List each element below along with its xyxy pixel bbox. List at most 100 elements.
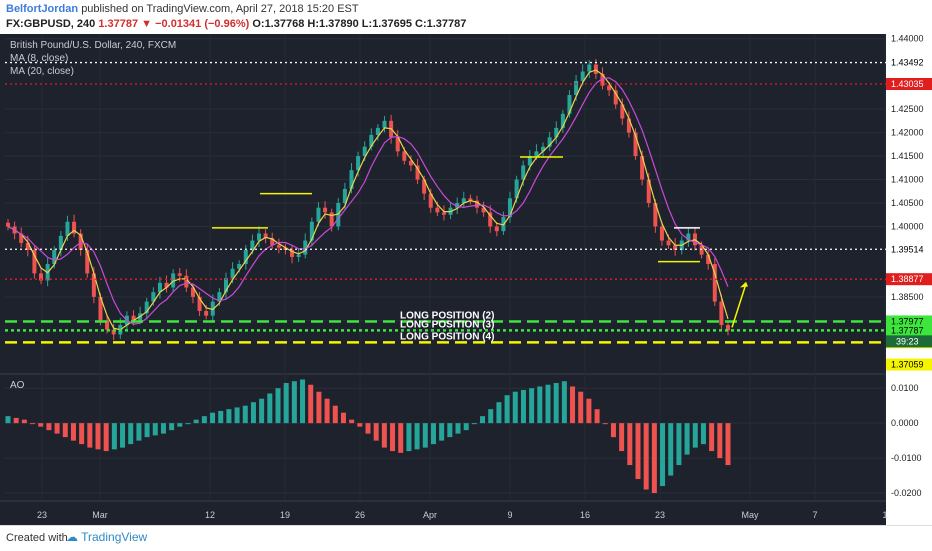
candle-body: [329, 212, 334, 227]
level-price-label: 1.37977: [891, 316, 924, 326]
ao-bar: [439, 423, 445, 441]
candle-body: [184, 275, 189, 288]
candle-body: [164, 282, 169, 288]
ma8-line: [7, 69, 729, 331]
down-arrow-icon: ▼: [141, 18, 153, 30]
ao-bar: [717, 423, 723, 459]
x-tick-label: 9: [507, 510, 512, 520]
ao-bar: [406, 423, 412, 452]
ao-bar: [259, 398, 265, 424]
candle-body: [316, 207, 321, 222]
candle-body: [349, 170, 354, 189]
level-price-tag: [886, 77, 932, 90]
ao-bar: [193, 419, 199, 424]
candle-body: [712, 264, 717, 302]
ao-bar: [87, 423, 93, 448]
tradingview-logo[interactable]: ☁ TradingView: [66, 530, 148, 544]
projection-arrowhead: [740, 281, 748, 288]
countdown-label: 39:23: [896, 336, 919, 346]
candle-body: [435, 207, 440, 213]
ao-bar: [684, 423, 690, 455]
ao-bar: [185, 423, 191, 425]
chart-title: British Pound/U.S. Dollar, 240, FXCM: [10, 40, 177, 51]
ao-bar: [54, 423, 60, 434]
y-tick-label: 1.41500: [891, 151, 924, 161]
ao-bar: [136, 423, 142, 441]
ao-bar: [103, 423, 109, 452]
ao-bar: [504, 395, 510, 424]
candle-body: [356, 156, 361, 171]
ao-bar: [250, 402, 256, 424]
level-price-label: 1.43035: [891, 79, 924, 89]
ao-bar: [390, 423, 396, 452]
candle-body: [270, 238, 275, 246]
ao-bar: [578, 391, 584, 424]
candle-body: [587, 64, 592, 72]
candle-body: [65, 221, 70, 236]
level-price-label: 1.37059: [891, 360, 924, 370]
candle-body: [640, 156, 645, 180]
ao-bar: [283, 382, 289, 424]
candle-body: [25, 242, 30, 250]
candle-body: [455, 203, 460, 208]
candle-body: [237, 264, 242, 269]
y-tick-label: 1.42000: [891, 128, 924, 138]
candle-body: [554, 127, 559, 138]
ao-bar: [324, 398, 330, 424]
ao-bar: [414, 423, 420, 450]
ao-bar: [692, 423, 698, 448]
candle-body: [257, 233, 262, 241]
candle-body: [395, 137, 400, 152]
candle-body: [230, 268, 235, 279]
ao-bar: [586, 398, 592, 424]
candle-body: [58, 235, 63, 250]
ao-bar: [62, 423, 68, 438]
candle-body: [78, 233, 83, 250]
price-change: −0.01341 (−0.96%): [155, 18, 250, 30]
candle-body: [243, 249, 248, 265]
candle-body: [362, 146, 367, 157]
ao-bar: [218, 410, 224, 424]
level-price-label: 1.39514: [891, 244, 924, 254]
candle-body: [422, 179, 427, 194]
author-link[interactable]: BelfortJordan: [6, 3, 79, 15]
ao-bar: [340, 412, 346, 424]
candle-body: [474, 200, 479, 208]
y-tick-label: 1.38500: [891, 292, 924, 302]
ao-bar: [21, 419, 27, 424]
ao-bar: [79, 423, 85, 445]
candle-body: [290, 249, 295, 257]
candle-body: [468, 198, 473, 201]
candle-body: [488, 212, 493, 227]
y-tick-label: 1.40500: [891, 198, 924, 208]
last-price: 1.37787: [98, 18, 139, 30]
ao-bar: [152, 423, 158, 436]
ao-bar: [668, 423, 674, 476]
long-position-label: LONG POSITION (3): [400, 319, 494, 330]
ao-bar: [570, 386, 576, 424]
level-price-label: 1.43492: [891, 58, 924, 68]
candle-body: [72, 221, 77, 234]
x-tick-label: 1: [882, 510, 887, 520]
ao-bar: [643, 423, 649, 490]
candle-body: [19, 233, 24, 243]
level-price-tag: [886, 273, 932, 286]
ao-bar: [46, 423, 52, 431]
candle-body: [613, 90, 618, 105]
ao-bar: [275, 388, 281, 424]
ao-bar: [111, 423, 117, 450]
ao-tick-label: -0.0100: [891, 453, 922, 463]
candle-body: [481, 207, 486, 213]
candle-body: [508, 198, 513, 218]
ao-bar: [660, 423, 666, 487]
x-tick-label: Mar: [92, 510, 108, 520]
chart-area[interactable]: 1.44000 1.42500 1.42000 1.41500 1.41000 1.405…: [0, 34, 932, 525]
symbol-line: FX:GBPUSD, 240 1.37787 ▼ −0.01341 (−0.96…: [6, 18, 466, 30]
candle-body: [39, 273, 44, 281]
candle-body: [177, 273, 182, 276]
ao-bar: [545, 384, 551, 424]
ma20-legend: MA (20, close): [10, 66, 74, 77]
ao-bar: [455, 423, 461, 434]
level-price-label: 1.38877: [891, 274, 924, 284]
ao-bar: [488, 409, 494, 424]
